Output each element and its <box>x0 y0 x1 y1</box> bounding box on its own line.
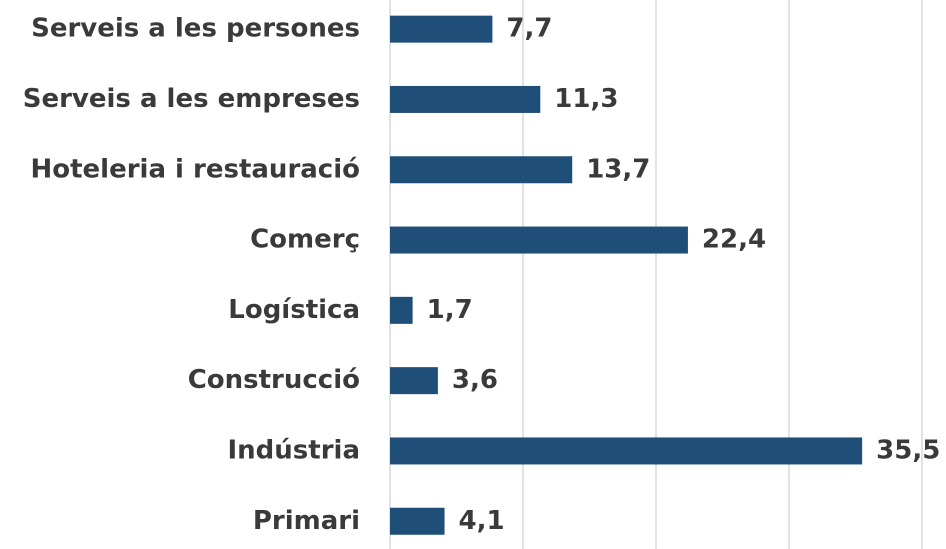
y-tick-label: Indústria <box>228 435 361 465</box>
y-tick-label: Primari <box>253 506 360 536</box>
y-tick-label: Construcció <box>188 365 360 395</box>
value-label: 11,3 <box>554 84 618 114</box>
y-tick-label: Comerç <box>250 225 360 255</box>
value-label: 1,7 <box>427 295 473 325</box>
bar <box>390 507 445 535</box>
value-label: 22,4 <box>702 225 766 255</box>
value-label: 35,5 <box>876 435 940 465</box>
y-tick-label: Serveis a les persones <box>31 14 360 44</box>
bar <box>390 367 438 395</box>
bar <box>390 226 688 254</box>
value-label: 4,1 <box>459 506 505 536</box>
bar <box>390 156 573 184</box>
bar <box>390 296 413 324</box>
value-label: 3,6 <box>452 365 498 395</box>
bar <box>390 437 863 465</box>
y-tick-label: Logística <box>228 295 360 325</box>
y-tick-label: Serveis a les empreses <box>23 84 360 114</box>
value-label: 7,7 <box>506 14 552 44</box>
bar <box>390 15 493 43</box>
bar <box>390 85 541 113</box>
value-label: 13,7 <box>586 154 650 184</box>
y-tick-label: Hoteleria i restauració <box>31 154 361 184</box>
